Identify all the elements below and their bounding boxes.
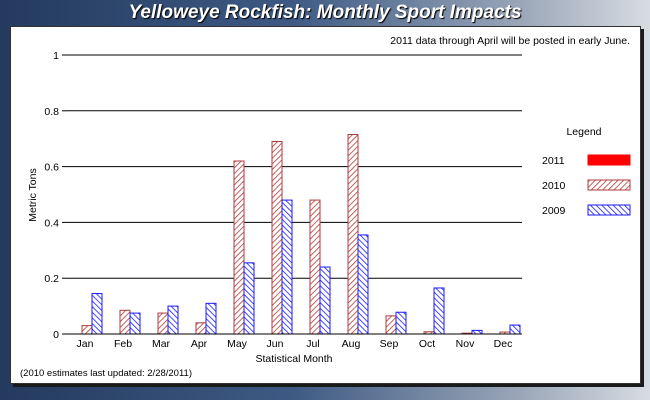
bar-2009-dec	[509, 324, 521, 335]
legend-swatch-2011	[587, 154, 631, 166]
chart-footnote: (2010 estimates last updated: 2/28/2011)	[20, 368, 192, 379]
bar-2010-may	[233, 160, 245, 335]
bar-2010-feb	[119, 309, 131, 335]
bar-2010-apr	[195, 322, 207, 335]
legend-label-2011: 2011	[542, 155, 565, 167]
legend-label-2009: 2009	[542, 205, 566, 217]
bar-2009-oct	[433, 287, 445, 335]
x-tick-label: May	[227, 338, 248, 350]
y-tick-label: 1	[53, 50, 59, 62]
x-tick-label: Jul	[306, 338, 319, 350]
legend-label-2010: 2010	[542, 180, 566, 192]
bar-2009-jul	[319, 266, 331, 335]
chart-note: 2011 data through April will be posted i…	[390, 35, 630, 47]
bar-2009-feb	[129, 312, 141, 335]
bar-2009-jan	[91, 293, 103, 335]
x-axis-label: Statistical Month	[255, 353, 332, 365]
legend-title: Legend	[566, 126, 601, 138]
bar-2009-may	[243, 262, 255, 335]
x-tick-label: Nov	[456, 338, 475, 350]
bar-2009-nov	[471, 329, 483, 335]
chart-title: Yelloweye Rockfish: Monthly Sport Impact…	[128, 2, 522, 23]
bar-2010-jul	[309, 199, 321, 335]
bars-group	[81, 134, 521, 335]
axes-group: 0 0.2 0.4 0.6 0.8 1 Jan Feb Mar Apr May Jun Jul Aug Se…	[44, 50, 522, 350]
bar-2009-jun	[281, 199, 293, 335]
y-tick-label: 0.6	[44, 162, 59, 174]
x-tick-label: Mar	[152, 338, 171, 350]
y-axis-label: Metric Tons	[27, 168, 39, 222]
y-tick-label: 0.2	[44, 273, 59, 285]
legend-swatch-2010	[587, 179, 631, 191]
x-tick-label: Jun	[267, 338, 284, 350]
bar-2010-sep	[385, 315, 397, 335]
x-tick-label: Aug	[342, 338, 361, 350]
bar-2010-jan	[81, 325, 93, 335]
grid-lines	[66, 54, 522, 279]
x-tick-label: Apr	[191, 338, 208, 350]
bar-2009-apr	[205, 302, 217, 335]
bar-2010-jun	[271, 140, 283, 335]
x-tick-label: Jan	[77, 338, 94, 350]
y-tick-label: 0.8	[44, 106, 59, 118]
x-tick-label: Sep	[380, 338, 399, 350]
legend-swatch-2009	[587, 204, 631, 216]
bar-2010-aug	[347, 134, 359, 335]
legend-group: 2011 2010 2009	[542, 154, 631, 217]
bar-2009-aug	[357, 234, 369, 335]
x-tick-label: Dec	[494, 338, 513, 350]
x-tick-label: Oct	[419, 338, 435, 350]
x-tick-label: Feb	[114, 338, 132, 350]
bar-2009-mar	[167, 305, 179, 335]
y-tick-label: 0.4	[44, 217, 59, 229]
bar-2009-sep	[395, 311, 407, 335]
bar-2010-mar	[157, 312, 169, 335]
y-tick-label: 0	[53, 329, 59, 341]
